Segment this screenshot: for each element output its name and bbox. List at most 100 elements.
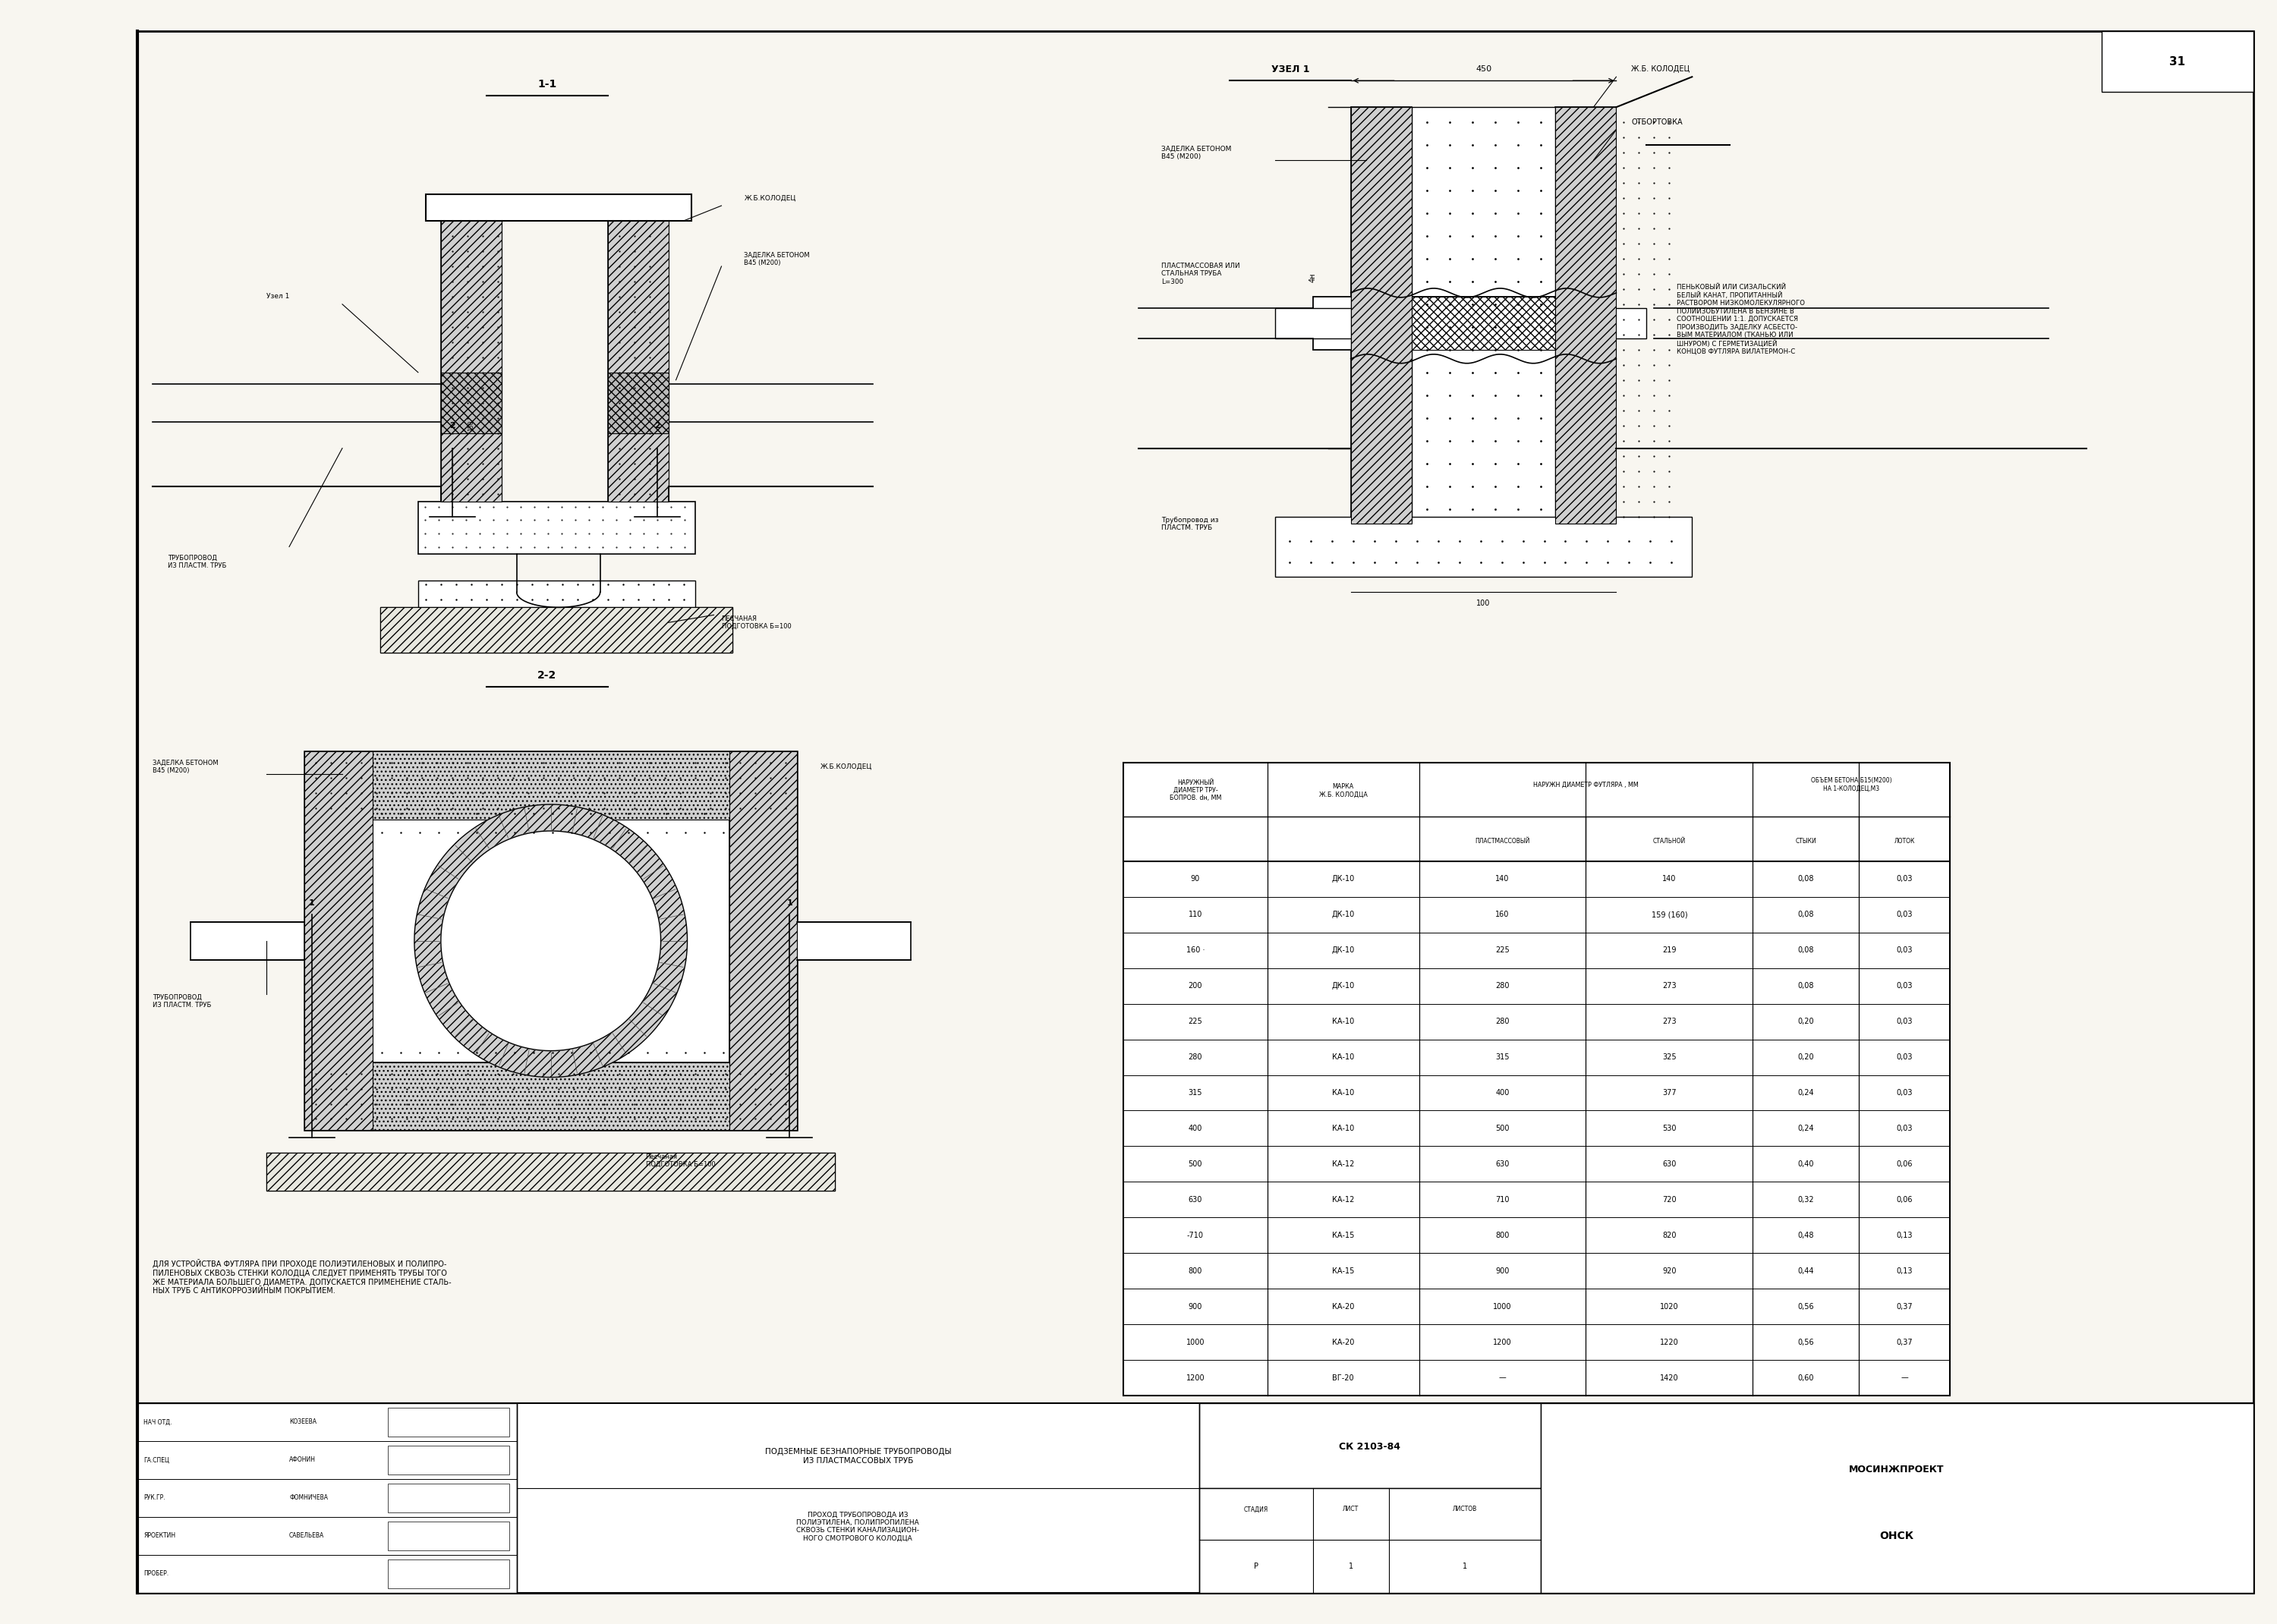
Text: ДК-10: ДК-10 [1332,911,1355,919]
Bar [419,581,694,607]
Text: 1200: 1200 [1494,1338,1512,1346]
Text: ТРУБОПРОВОД
ИЗ ПЛАСТМ. ТРУБ: ТРУБОПРОВОД ИЗ ПЛАСТМ. ТРУБ [153,994,212,1009]
Bar [426,195,692,221]
Text: ДЛЯ УСТРОЙСТВА ФУТЛЯРА ПРИ ПРОХОДЕ ПОЛИЭТИЛЕНОВЫХ И ПОЛИПРО-
ПИЛЕНОВЫХ СКВОЗЬ СТ: ДЛЯ УСТРОЙСТВА ФУТЛЯРА ПРИ ПРОХОДЕ ПОЛИЭ… [153,1259,451,1294]
Text: 1200: 1200 [1186,1374,1205,1382]
Text: 630: 630 [1189,1195,1202,1203]
Text: 0,32: 0,32 [1797,1195,1815,1203]
Text: 140: 140 [1662,875,1676,883]
Bar [1412,107,1555,525]
Bar [266,1153,836,1190]
Bar [2102,31,2254,93]
Text: ВГ-20: ВГ-20 [1332,1374,1355,1382]
Text: 0,37: 0,37 [1897,1302,1913,1311]
Text: 630: 630 [1662,1160,1676,1168]
Text: 0,03: 0,03 [1897,911,1913,919]
Text: 0,44: 0,44 [1797,1267,1815,1275]
Text: -710: -710 [1186,1231,1205,1239]
Text: 2-2: 2-2 [537,671,556,680]
Text: ЛОТОК: ЛОТОК [1894,838,1915,844]
Text: КА-15: КА-15 [1332,1267,1355,1275]
Text: 800: 800 [1189,1267,1202,1275]
Bar [442,372,501,434]
Text: 900: 900 [1189,1302,1202,1311]
Text: 0,08: 0,08 [1797,947,1815,955]
Text: 710: 710 [1496,1195,1510,1203]
Text: 400: 400 [1189,1125,1202,1132]
Bar [305,752,797,1130]
Text: 1: 1 [1462,1562,1466,1570]
Bar [608,221,669,502]
Text: КА-10: КА-10 [1332,1054,1355,1060]
Text: ОТБОРТОВКА: ОТБОРТОВКА [1630,119,1683,127]
Bar [1200,1489,1542,1593]
Text: 450: 450 [1475,65,1491,73]
Bar [1123,763,1949,1395]
Text: ГА.СПЕЦ: ГА.СПЕЦ [143,1457,168,1463]
Bar [1350,107,1412,525]
Text: ДК-10: ДК-10 [1332,875,1355,883]
Text: 720: 720 [1662,1195,1676,1203]
Text: РУК.ГР.: РУК.ГР. [143,1494,166,1501]
Bar [1542,1403,2254,1593]
Bar [191,922,305,960]
Text: 1: 1 [788,900,792,906]
Text: ОНСК: ОНСК [1881,1530,1915,1541]
Text: 200: 200 [1189,983,1202,989]
Text: ПЛАСТМАССОВЫЙ: ПЛАСТМАССОВЫЙ [1475,838,1530,844]
Text: Ж.Б.КОЛОДЕЦ: Ж.Б.КОЛОДЕЦ [820,763,872,770]
Text: Р: Р [1255,1562,1259,1570]
Text: 2: 2 [449,422,455,429]
Text: 377: 377 [1662,1090,1676,1096]
Text: УЗЕЛ 1: УЗЕЛ 1 [1271,65,1309,75]
Text: 0,03: 0,03 [1897,875,1913,883]
Text: 315: 315 [1496,1054,1510,1060]
Text: ПЛАСТМАССОВАЯ ИЛИ
СТАЛЬНАЯ ТРУБА
L=300: ПЛАСТМАССОВАЯ ИЛИ СТАЛЬНАЯ ТРУБА L=300 [1161,263,1239,286]
Bar [137,1403,2254,1593]
Text: КА-20: КА-20 [1332,1338,1355,1346]
Text: ЯРОЕКТИН: ЯРОЕКТИН [143,1533,175,1540]
Bar [1412,297,1555,349]
Bar [1275,516,1692,577]
Text: ПОДЗЕМНЫЕ БЕЗНАПОРНЫЕ ТРУБОПРОВОДЫ
ИЗ ПЛАСТМАССОВЫХ ТРУБ: ПОДЗЕМНЫЕ БЕЗНАПОРНЫЕ ТРУБОПРОВОДЫ ИЗ ПЛ… [765,1449,952,1465]
Text: 0,03: 0,03 [1897,1054,1913,1060]
Bar [1555,107,1617,525]
Text: 1220: 1220 [1660,1338,1678,1346]
Text: НАЧ ОТД.: НАЧ ОТД. [143,1419,173,1426]
Text: КА-20: КА-20 [1332,1302,1355,1311]
Text: КА-10: КА-10 [1332,1125,1355,1132]
Text: 0,24: 0,24 [1797,1125,1815,1132]
Text: 100: 100 [1475,599,1491,607]
Text: 4н: 4н [1309,273,1316,283]
Text: СТАЛЬНОЙ: СТАЛЬНОЙ [1653,838,1685,844]
Text: 0,37: 0,37 [1897,1338,1913,1346]
Text: Песчаная
ПОДГОТОВКА Б=100: Песчаная ПОДГОТОВКА Б=100 [647,1153,715,1168]
Text: 110: 110 [1189,911,1202,919]
Text: ПРОБЕР.: ПРОБЕР. [143,1570,168,1577]
Text: 159 (160): 159 (160) [1651,911,1687,919]
Text: 1: 1 [1348,1562,1353,1570]
Bar [442,221,501,502]
PathPatch shape [414,804,688,1077]
Text: 273: 273 [1662,1018,1676,1025]
Text: 0,56: 0,56 [1797,1302,1815,1311]
Text: 140: 140 [1496,875,1510,883]
Text: СК 2103-84: СК 2103-84 [1339,1442,1400,1452]
Text: —: — [1498,1374,1505,1382]
Text: 1-1: 1-1 [537,80,556,89]
Text: 273: 273 [1662,983,1676,989]
Text: КА-12: КА-12 [1332,1160,1355,1168]
Text: 0,20: 0,20 [1797,1018,1815,1025]
Text: СТАДИЯ: СТАДИЯ [1243,1505,1268,1512]
Text: ДК-10: ДК-10 [1332,983,1355,989]
Text: МАРКА
Ж.Б. КОЛОДЦА: МАРКА Ж.Б. КОЛОДЦА [1318,783,1368,797]
Text: 0,56: 0,56 [1797,1338,1815,1346]
Text: 400: 400 [1496,1090,1510,1096]
Bar [729,752,797,1130]
Text: ТРУБОПРОВОД
ИЗ ПЛАСТМ. ТРУБ: ТРУБОПРОВОД ИЗ ПЛАСТМ. ТРУБ [168,554,228,570]
Bar [1200,1403,1542,1489]
Text: САВЕЛЬЕВА: САВЕЛЬЕВА [289,1533,323,1540]
Text: 1: 1 [310,900,314,906]
Text: 280: 280 [1189,1054,1202,1060]
Text: 160: 160 [1496,911,1510,919]
